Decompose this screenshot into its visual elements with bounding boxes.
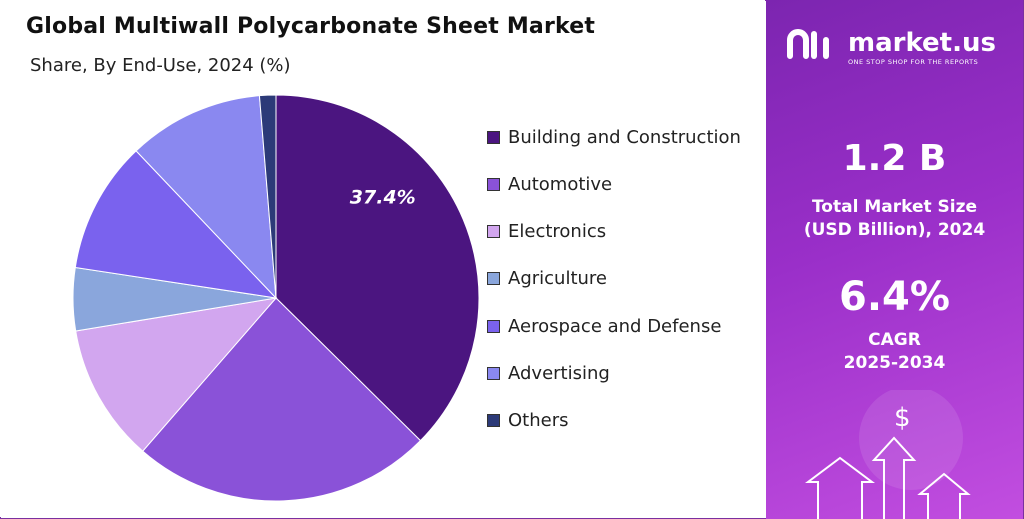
legend-item-electronics: Electronics — [487, 218, 606, 244]
legend-label: Automotive — [508, 173, 613, 195]
pie-slice-building-and-construction — [275, 94, 480, 442]
legend-label: Building and Construction — [508, 126, 741, 148]
cagr-period: 2025-2034 — [843, 353, 946, 373]
legend-swatch — [487, 224, 500, 238]
market-size-label: Total Market Size — [811, 197, 978, 217]
legend-item-automotive: Automotive — [487, 171, 612, 197]
legend-item-building: Building and Construction — [487, 124, 741, 150]
legend-swatch — [487, 413, 500, 427]
legend-label: Agriculture — [508, 267, 607, 289]
growth-arrows-icon: $ — [805, 390, 971, 519]
market-size-value: 1.2 B — [842, 138, 947, 179]
pie-chart: 37.4% — [72, 94, 480, 502]
legend-label: Electronics — [508, 220, 607, 242]
legend-item-advertising: Advertising — [487, 360, 610, 386]
dollar-icon: $ — [894, 403, 911, 433]
brand: market.us — [784, 26, 996, 60]
legend-item-agriculture: Agriculture — [487, 265, 607, 291]
stats-panel: market.us ONE STOP SHOP FOR THE REPORTS … — [766, 0, 1023, 519]
chart-title: Global Multiwall Polycarbonate Sheet Mar… — [26, 14, 596, 39]
legend-swatch — [487, 130, 500, 144]
legend-label: Others — [508, 409, 569, 431]
legend-swatch — [487, 319, 500, 333]
chart-subtitle: Share, By End-Use, 2024 (%) — [30, 55, 291, 76]
legend-swatch — [487, 177, 500, 191]
legend-label: Advertising — [508, 362, 610, 384]
legend-label: Aerospace and Defense — [508, 315, 722, 337]
brand-tagline: ONE STOP SHOP FOR THE REPORTS — [848, 58, 979, 66]
cagr-label: CAGR — [868, 330, 921, 350]
chart-area: Global Multiwall Polycarbonate Sheet Mar… — [26, 14, 741, 502]
data-label: 37.4% — [350, 186, 416, 208]
legend-swatch — [487, 366, 500, 380]
pie-slice-electronics — [75, 297, 278, 452]
pie-slice-others — [258, 94, 277, 299]
legend-item-others: Others — [487, 407, 569, 433]
cagr-value: 6.4% — [839, 274, 950, 320]
pie-slice-automotive — [142, 297, 422, 502]
legend-swatch — [487, 271, 500, 285]
market-us-logo-icon — [787, 29, 829, 59]
brand-name: market.us — [848, 28, 996, 58]
pie-slice-aerospace-and-defense — [74, 150, 278, 299]
pie-slice-advertising — [135, 95, 277, 300]
market-size-unit: (USD Billion), 2024 — [803, 220, 986, 240]
legend-item-aerospace: Aerospace and Defense — [487, 313, 721, 339]
